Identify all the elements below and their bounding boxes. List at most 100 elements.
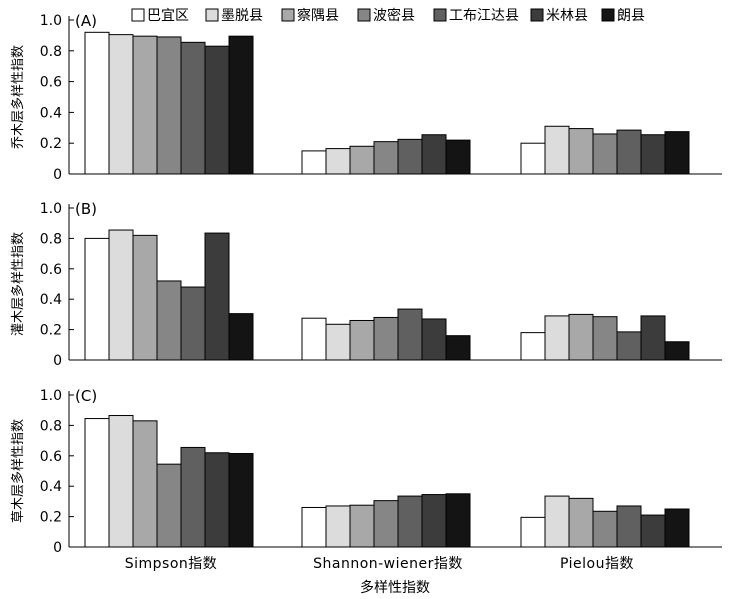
bar — [180, 286, 206, 361]
legend-label: 工布江达县 — [449, 8, 519, 24]
bar — [228, 313, 254, 361]
legend-swatch — [601, 8, 615, 22]
bar — [445, 493, 471, 548]
legend: 巴宜区 墨脱县 察隅县 波密县 工布江达县 米林县 朗县 — [131, 7, 645, 24]
bar — [301, 506, 327, 548]
bar — [568, 497, 594, 548]
bar — [397, 138, 423, 175]
bar — [568, 128, 594, 175]
bar — [445, 139, 471, 175]
legend-label: 米林县 — [546, 8, 588, 24]
bar — [592, 510, 618, 548]
legend-swatch — [357, 8, 371, 22]
y-tick-label: 1.0 — [40, 201, 62, 217]
chart-panel: 0 0.2 0.4 0.6 0.8 1.0 (A) 乔木层多样性指数 — [10, 12, 722, 183]
y-axis-title: 草木层多样性指数 — [10, 419, 26, 523]
bar — [664, 508, 690, 548]
bar — [84, 418, 110, 548]
bar — [228, 35, 254, 175]
bar — [204, 232, 230, 361]
bar — [156, 36, 182, 175]
legend-label: 朗县 — [617, 8, 645, 24]
bar — [373, 500, 399, 548]
legend-swatch — [530, 8, 544, 22]
bar — [325, 505, 351, 548]
y-tick-label: 0.2 — [40, 136, 62, 152]
y-tick-label: 0.6 — [40, 449, 62, 465]
bar — [445, 335, 471, 361]
bar — [373, 141, 399, 175]
bar — [616, 129, 642, 175]
chart-panel: 0 0.2 0.4 0.6 0.8 1.0 (B) 灌木层多样性指数 — [10, 200, 722, 369]
bar — [520, 142, 546, 175]
legend-swatch — [205, 8, 219, 22]
bar — [349, 319, 375, 361]
bar — [325, 148, 351, 175]
y-tick-label: 1.0 — [40, 388, 62, 404]
bar — [421, 494, 447, 548]
x-category-label: Pielou指数 — [560, 556, 634, 572]
y-tick-label: 0.4 — [40, 105, 62, 121]
bar — [204, 452, 230, 548]
bar — [301, 150, 327, 175]
y-tick-label: 0.6 — [40, 75, 62, 91]
bar — [301, 317, 327, 361]
bar — [325, 323, 351, 361]
y-tick-label: 0.2 — [40, 323, 62, 339]
y-tick-label: 0.8 — [40, 44, 62, 60]
y-axis-title: 灌木层多样性指数 — [10, 232, 26, 336]
x-category-label: Simpson指数 — [125, 556, 218, 572]
bar — [349, 504, 375, 548]
bar — [640, 514, 666, 548]
bar — [156, 280, 182, 361]
bar — [132, 234, 158, 361]
bar — [592, 316, 618, 361]
bar — [421, 134, 447, 175]
bar — [373, 316, 399, 361]
bar — [592, 133, 618, 175]
y-tick-label: 0 — [53, 167, 62, 183]
bar — [664, 341, 690, 361]
bar — [108, 229, 134, 361]
bar — [520, 332, 546, 361]
y-tick-label: 0.8 — [40, 418, 62, 434]
bar — [640, 134, 666, 175]
bar — [640, 315, 666, 361]
bar — [132, 35, 158, 175]
y-tick-label: 0.6 — [40, 262, 62, 278]
panel-label: (B) — [75, 200, 97, 218]
bar — [616, 331, 642, 361]
legend-swatch — [281, 8, 295, 22]
bar — [616, 505, 642, 548]
legend-swatch — [433, 8, 447, 22]
y-tick-label: 0 — [53, 540, 62, 556]
bar — [568, 313, 594, 361]
bar — [180, 41, 206, 175]
legend-label: 察隅县 — [297, 7, 339, 24]
legend-swatch — [131, 8, 145, 22]
y-tick-label: 0.8 — [40, 231, 62, 247]
y-tick-label: 1.0 — [40, 13, 62, 29]
y-tick-label: 0.4 — [40, 292, 62, 308]
bar — [132, 420, 158, 548]
chart-panels: 0 0.2 0.4 0.6 0.8 1.0 (A) 乔木层多样性指数 0 0.2 0.4 0.6 0.8… — [10, 12, 722, 572]
legend-label: 墨脱县 — [221, 8, 263, 24]
legend-label: 巴宜区 — [147, 8, 189, 24]
legend-label: 波密县 — [373, 7, 415, 24]
x-category-label: Shannon-wiener指数 — [313, 556, 463, 572]
panel-label: (A) — [75, 12, 97, 30]
bar — [108, 415, 134, 548]
bar — [228, 453, 254, 548]
bar — [204, 45, 230, 175]
bar — [84, 31, 110, 175]
bar — [156, 463, 182, 548]
bar — [84, 237, 110, 361]
y-tick-label: 0.4 — [40, 479, 62, 495]
bar — [421, 318, 447, 361]
y-axis-title: 乔木层多样性指数 — [10, 45, 26, 149]
x-axis-title: 多样性指数 — [360, 579, 430, 596]
bar — [544, 315, 570, 361]
bar — [544, 495, 570, 548]
y-tick-label: 0.2 — [40, 510, 62, 526]
